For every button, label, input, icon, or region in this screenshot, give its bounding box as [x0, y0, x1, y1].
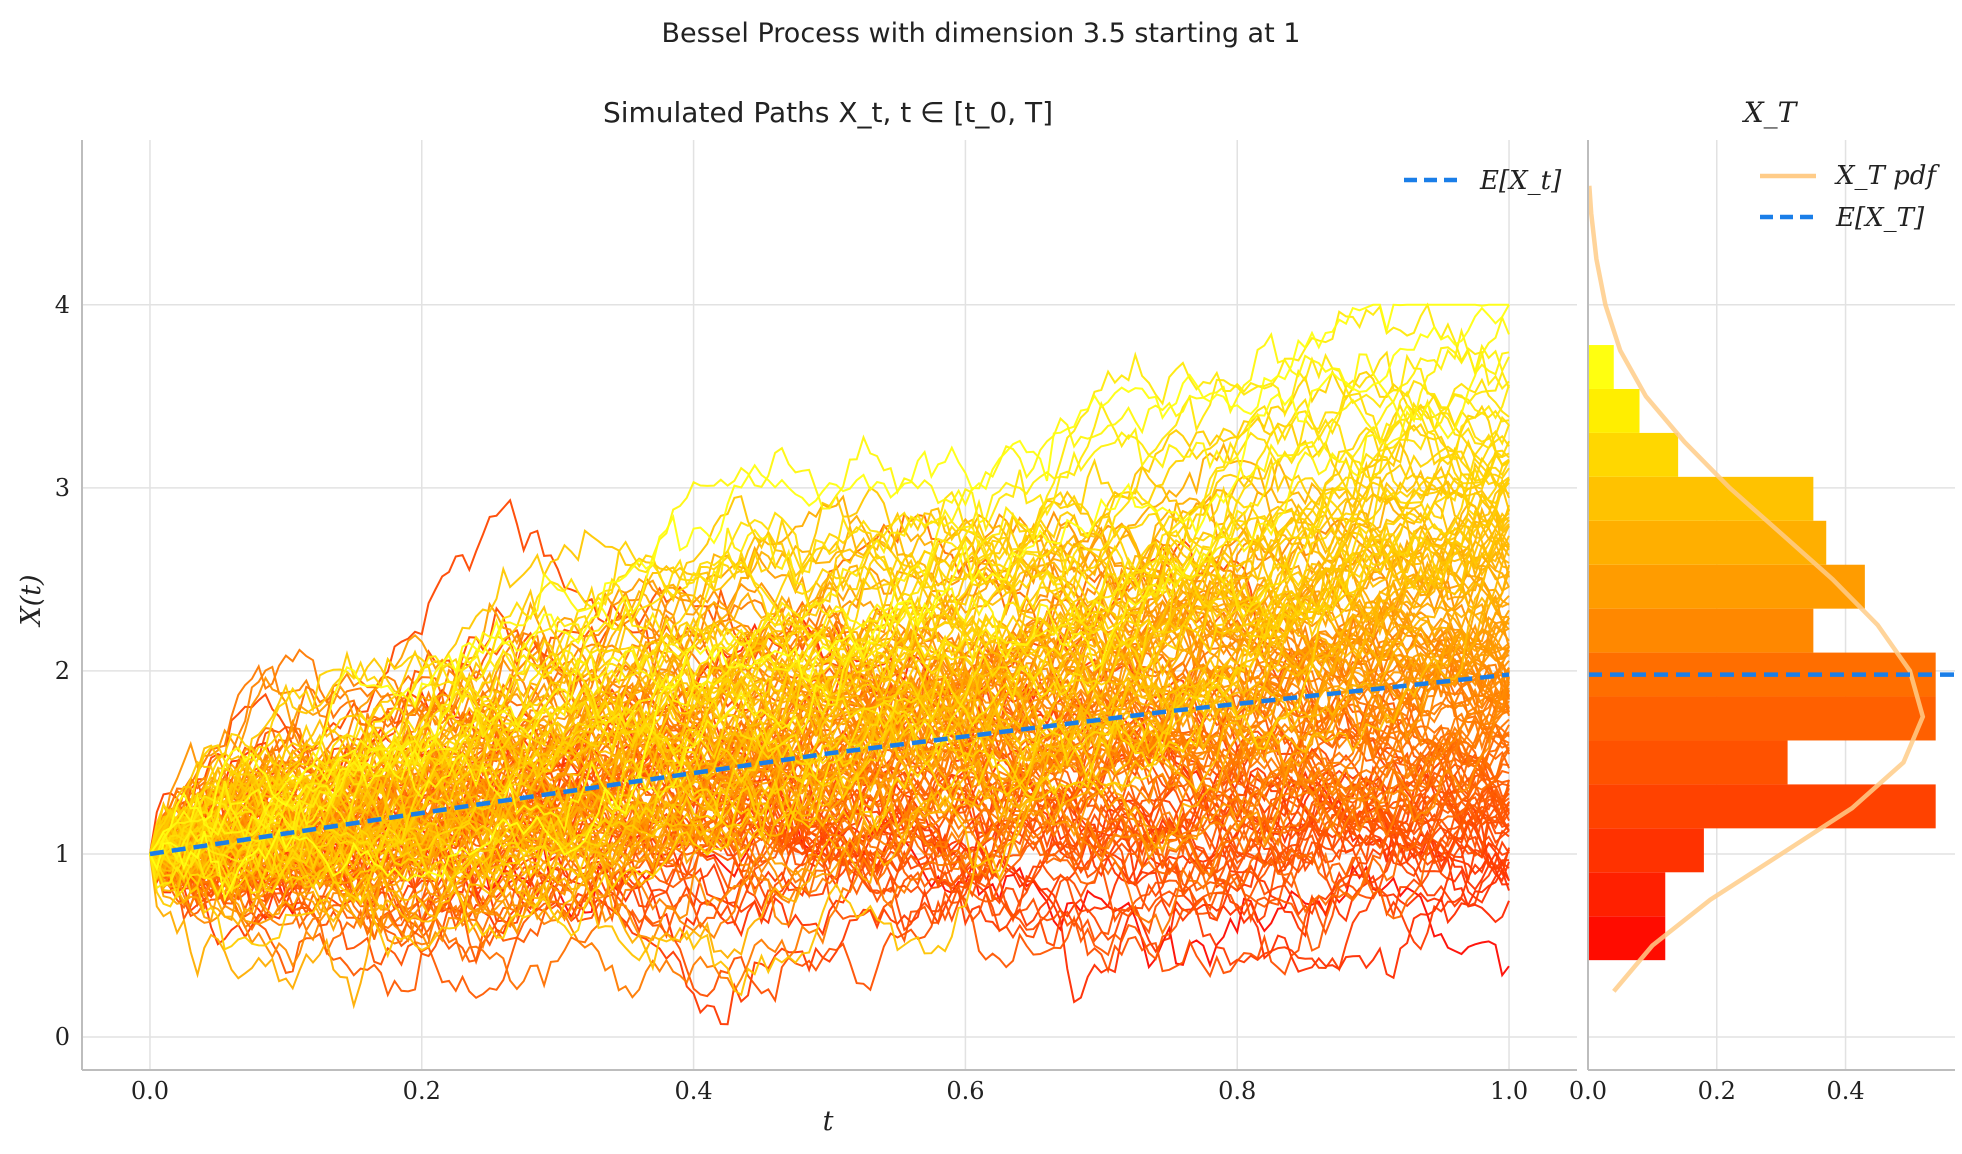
histogram-bar-8: [1588, 564, 1865, 609]
paths-y-axis-label: X(t): [16, 574, 47, 627]
simulated-path-126: [149, 478, 1510, 951]
simulated-path-112: [149, 525, 1510, 924]
terminal-x-tick-2: 0.4: [1826, 1077, 1864, 1105]
simulated-path-147: [149, 314, 1510, 856]
simulated-path-127: [149, 477, 1510, 879]
simulated-path-140: [149, 397, 1510, 863]
paths-legend-mean-label: E[X_t]: [1479, 166, 1562, 196]
histogram-bar-7: [1588, 608, 1814, 653]
terminal-panel-title: X_T: [1742, 96, 1799, 129]
simulated-path-148: [149, 303, 1509, 855]
paths-y-tick-4: 4: [55, 291, 70, 319]
paths-x-tick-5: 1.0: [1490, 1077, 1528, 1105]
terminal-pdf-curve: [1587, 185, 1926, 993]
terminal-legend-mean-label: E[X_T]: [1835, 203, 1925, 233]
terminal-legend-pdf-label: X_T pdf: [1834, 161, 1940, 191]
simulated-path-125: [149, 456, 1510, 855]
mean-line: [149, 672, 1510, 857]
histogram-bar-2: [1588, 828, 1704, 873]
paths-panel: Simulated Paths X_t, t ∈ [t_0, T] 0.0 0.2…: [16, 96, 1577, 1137]
paths-y-tick-labels: 0 1 2 3 4: [55, 291, 70, 1051]
simulated-path-121: [149, 460, 1510, 959]
paths-x-tick-2: 0.4: [675, 1077, 713, 1105]
simulated-path-135: [149, 452, 1510, 883]
simulated-path-123: [149, 477, 1510, 855]
histogram-bar-3: [1588, 784, 1936, 829]
histogram-bar-11: [1588, 432, 1679, 477]
histogram-bar-10: [1588, 476, 1814, 521]
paths-y-tick-1: 1: [55, 840, 70, 868]
terminal-x-tick-0: 0.0: [1569, 1077, 1607, 1105]
terminal-x-tick-labels: 0.0 0.2 0.4: [1569, 1077, 1865, 1105]
simulated-path-115: [149, 465, 1510, 923]
simulated-path-49: [149, 640, 1510, 878]
simulated-path-129: [149, 439, 1510, 887]
simulated-path-146: [149, 346, 1510, 861]
paths-x-tick-3: 0.6: [946, 1077, 984, 1105]
simulated-path-137: [149, 433, 1510, 894]
terminal-legend: X_T pdf E[X_T]: [1760, 161, 1940, 233]
paths-x-tick-1: 0.2: [403, 1077, 441, 1105]
simulated-path-86: [149, 594, 1510, 876]
simulated-path-144: [149, 302, 1510, 890]
paths-panel-title: Simulated Paths X_t, t ∈ [t_0, T]: [603, 96, 1053, 129]
figure-suptitle: Bessel Process with dimension 3.5 starti…: [662, 18, 1301, 49]
simulated-path-105: [149, 506, 1510, 879]
paths-x-tick-4: 0.8: [1218, 1077, 1256, 1105]
simulated-path-145: [149, 327, 1510, 855]
paths-legend: E[X_t]: [1404, 166, 1562, 196]
paths-y-tick-0: 0: [55, 1023, 70, 1051]
terminal-x-tick-1: 0.2: [1698, 1077, 1736, 1105]
simulated-path-101: [149, 570, 1510, 927]
histogram-bar-4: [1588, 740, 1788, 785]
terminal-axes-spines: [1587, 140, 1955, 1071]
histogram-bar-12: [1588, 388, 1640, 433]
paths-y-tick-2: 2: [55, 657, 70, 685]
simulated-path-89: [149, 545, 1510, 856]
simulated-path-130: [149, 461, 1510, 939]
simulated-path-124: [149, 440, 1510, 855]
simulated-path-113: [149, 525, 1510, 860]
terminal-histogram: [1588, 345, 1936, 961]
simulated-path-31: [149, 765, 1510, 966]
histogram-bar-13: [1588, 345, 1614, 389]
paths-x-axis-label: t: [823, 1106, 834, 1137]
simulated-path-143: [149, 384, 1510, 898]
simulated-path-142: [149, 352, 1510, 873]
simulated-path-132: [149, 369, 1510, 905]
simulated-path-149: [149, 304, 1510, 902]
simulated-path-133: [149, 403, 1510, 863]
simulated-paths: [149, 302, 1510, 1026]
paths-y-tick-3: 3: [55, 474, 70, 502]
paths-x-tick-labels: 0.0 0.2 0.4 0.6 0.8 1.0: [131, 1077, 1528, 1105]
histogram-bar-0: [1588, 916, 1666, 961]
histogram-bar-1: [1588, 872, 1666, 917]
paths-x-tick-0: 0.0: [131, 1077, 169, 1105]
histogram-bar-5: [1588, 696, 1936, 741]
paths-axes-spines: [81, 140, 1577, 1071]
terminal-distribution-panel: X_T 0.0 0.2 0.4 X_T pdf E[X_T]: [1569, 96, 1955, 1105]
simulated-path-131: [149, 446, 1510, 864]
histogram-bar-9: [1588, 520, 1827, 565]
